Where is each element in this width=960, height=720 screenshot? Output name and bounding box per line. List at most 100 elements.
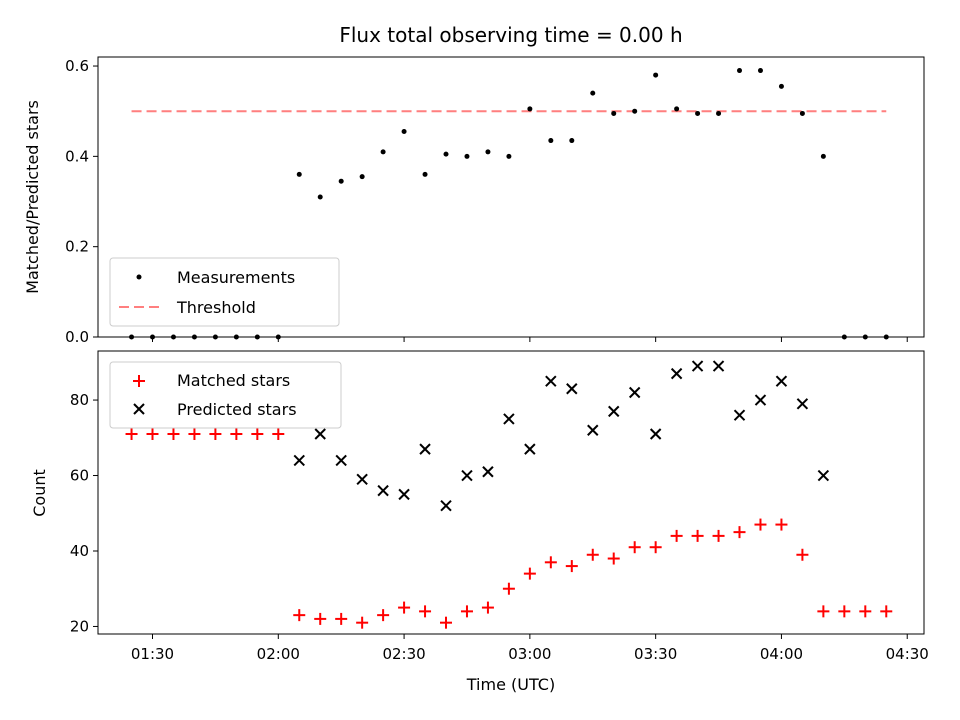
predicted-star-point-b — [356, 473, 368, 486]
legend-measurements-marker — [136, 274, 142, 280]
matched-star-point — [293, 609, 306, 622]
matched-star-point — [440, 616, 453, 629]
matched-star-point — [146, 428, 159, 441]
predicted-star-point-b — [293, 454, 305, 467]
matched-star-point — [880, 605, 893, 618]
top-y-tick-label: 0.0 — [65, 328, 89, 346]
x-tick-label: 04:00 — [760, 645, 803, 663]
measurement-point — [422, 171, 428, 177]
predicted-star-point — [649, 428, 662, 440]
bottom-y-axis-label: Count — [30, 469, 49, 517]
predicted-star-point-b — [670, 367, 683, 380]
predicted-star-point-b — [608, 405, 620, 418]
predicted-star-point-b — [461, 469, 473, 482]
legend-predicted-label: Predicted stars — [177, 400, 297, 419]
legend-measurements-label: Measurements — [177, 268, 295, 287]
legend-matched-label: Matched stars — [177, 371, 290, 390]
legend-predicted-marker — [133, 403, 145, 415]
matched-star-point — [691, 529, 704, 542]
x-tick-label: 03:00 — [508, 645, 551, 663]
measurement-point — [590, 90, 596, 96]
bottom-legend-box — [109, 361, 342, 429]
predicted-star-point-b — [419, 443, 431, 455]
matched-star-point — [419, 605, 432, 618]
predicted-star-point-b — [733, 409, 746, 421]
measurement-point — [380, 149, 386, 155]
predicted-star-point-b — [754, 394, 767, 406]
x-axis-label: Time (UTC) — [466, 675, 555, 694]
measurement-point — [674, 106, 680, 112]
predicted-star-point — [566, 383, 578, 395]
predicted-star-point — [314, 428, 326, 440]
predicted-star-point — [587, 424, 599, 436]
predicted-star-point — [293, 454, 305, 467]
matched-star-point — [565, 560, 578, 573]
matched-star-point — [859, 605, 872, 618]
matched-star-point — [209, 428, 222, 441]
measurement-point — [233, 334, 239, 340]
measurement-point — [569, 138, 575, 144]
measurement-point — [317, 194, 323, 200]
predicted-star-point-b — [649, 428, 662, 440]
x-tick-label: 02:30 — [382, 645, 425, 663]
measurement-point — [359, 174, 365, 180]
matched-star-point — [628, 541, 641, 554]
measurement-point — [275, 334, 281, 340]
predicted-star-point — [608, 405, 620, 418]
matched-star-point — [775, 518, 788, 531]
top-y-tick-label: 0.6 — [65, 57, 89, 75]
x-tick-label: 03:30 — [634, 645, 677, 663]
measurement-point — [632, 108, 638, 114]
matched-star-point — [649, 541, 662, 554]
matched-star-point — [817, 605, 830, 618]
predicted-star-point — [377, 484, 389, 497]
matched-stars-points — [125, 428, 893, 629]
measurement-point — [254, 334, 260, 340]
predicted-star-point-b — [587, 424, 599, 436]
predicted-star-point-b — [628, 386, 641, 399]
matched-star-point — [398, 601, 411, 614]
predicted-star-point — [503, 413, 515, 425]
matched-star-point — [230, 428, 243, 441]
predicted-star-point-b — [566, 383, 578, 395]
measurement-point — [716, 110, 722, 116]
matched-star-point — [272, 428, 285, 441]
measurement-point — [464, 153, 470, 159]
measurement-point — [129, 334, 135, 340]
predicted-star-point-b — [314, 428, 326, 440]
matched-star-point — [314, 612, 327, 625]
measurement-point — [401, 129, 407, 135]
bottom-legend: Matched stars Predicted stars — [109, 361, 342, 429]
bottom-y-tick-label: 20 — [70, 617, 89, 635]
predicted-star-point — [712, 360, 725, 372]
measurement-point — [485, 149, 491, 155]
top-y-axis-label: Matched/Predicted stars — [23, 100, 42, 294]
predicted-star-point — [754, 394, 767, 406]
matched-star-point — [335, 612, 348, 625]
predicted-star-point — [419, 443, 431, 455]
predicted-star-point-b — [817, 469, 830, 482]
predicted-star-point — [733, 409, 746, 421]
predicted-star-point-b — [377, 484, 389, 497]
measurement-point — [296, 171, 302, 177]
bottom-x-ticks: 01:30 02:00 02:30 03:00 03:30 04:00 04:30 — [131, 634, 929, 663]
matched-star-point — [607, 552, 620, 565]
chart-title: Flux total observing time = 0.00 h — [339, 23, 682, 47]
predicted-star-point — [461, 469, 473, 482]
predicted-star-point-b — [796, 398, 809, 410]
predicted-star-point — [482, 466, 494, 478]
measurement-point — [757, 68, 763, 74]
predicted-star-point-b — [482, 466, 494, 478]
matched-star-point — [586, 548, 599, 561]
predicted-star-point — [335, 454, 347, 467]
matched-star-point — [754, 518, 767, 531]
predicted-star-point — [524, 443, 536, 455]
top-panel: 0.0 0.2 0.4 0.6 Matched/Predicted stars Mea… — [23, 56, 925, 346]
measurements-points — [129, 68, 889, 340]
measurement-point — [653, 72, 659, 78]
x-tick-label: 04:30 — [886, 645, 929, 663]
bottom-y-ticks: 20 40 60 80 — [70, 391, 98, 635]
matched-star-point — [125, 428, 138, 441]
measurement-point — [820, 153, 826, 159]
